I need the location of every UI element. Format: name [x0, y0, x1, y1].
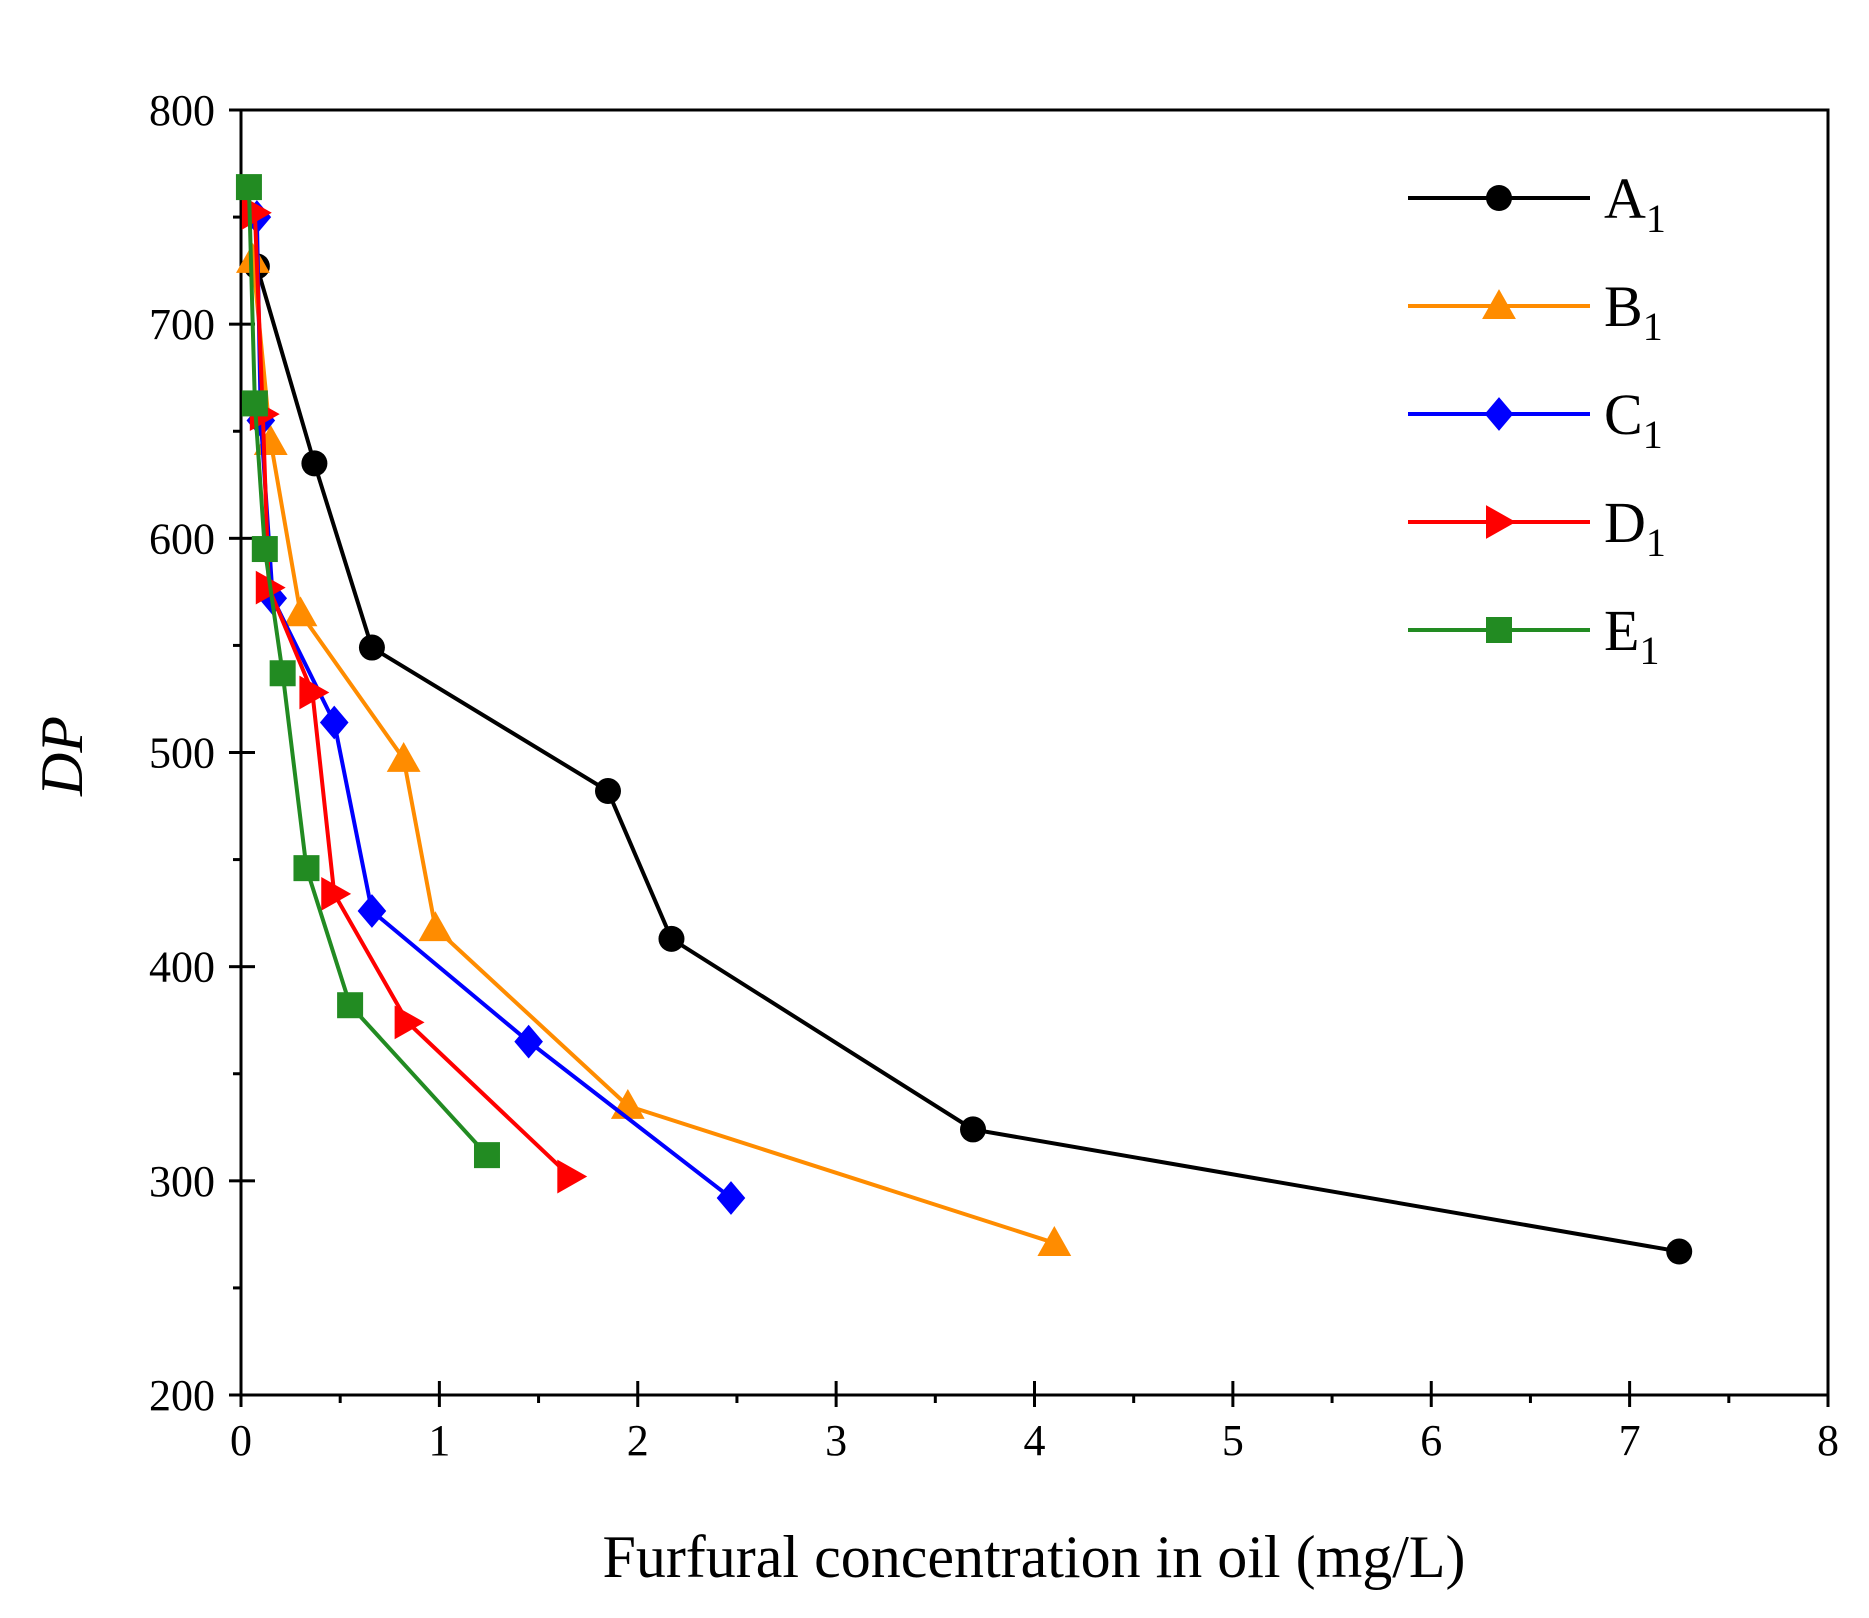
legend-marker — [1486, 617, 1512, 643]
legend-marker — [1486, 505, 1516, 539]
series-line — [250, 259, 1055, 1245]
data-point — [241, 390, 268, 417]
data-point — [337, 992, 364, 1019]
data-point — [1037, 1226, 1072, 1256]
data-point — [319, 705, 349, 740]
data-point — [1666, 1238, 1693, 1265]
y-tick-label: 600 — [149, 514, 215, 563]
legend-marker — [1484, 397, 1514, 431]
data-point — [386, 742, 421, 772]
plot-frame — [239, 108, 1830, 1397]
y-tick-label: 300 — [149, 1157, 215, 1206]
legend-entry-c: C1 — [1408, 382, 1663, 457]
data-point — [594, 778, 621, 805]
data-point — [301, 450, 328, 477]
legend-entry-e: E1 — [1408, 598, 1659, 673]
axes: 0 1 2 3 4 5 6 7 8 200 300 400 500 600 700 800 — [149, 86, 1839, 1465]
data-point — [293, 855, 320, 882]
legend-entry-a: A1 — [1408, 166, 1666, 241]
data-point — [358, 634, 385, 661]
y-tick-label: 700 — [149, 300, 215, 349]
x-tick-label: 1 — [428, 1416, 450, 1465]
series-b — [236, 243, 1072, 1256]
series-line — [254, 217, 733, 1200]
data-point — [321, 876, 352, 911]
series-a — [243, 253, 1693, 1265]
data-point — [251, 536, 278, 563]
y-tick-label: 800 — [149, 86, 215, 135]
data-point — [283, 596, 318, 627]
legend-entry-d: D1 — [1408, 490, 1666, 565]
legend-entry-b: B1 — [1408, 274, 1663, 349]
series-e — [235, 174, 500, 1169]
x-tick-label: 6 — [1420, 1416, 1442, 1465]
data-point — [514, 1024, 543, 1059]
y-tick-label: 400 — [149, 943, 215, 992]
y-axis-title: DP — [29, 716, 95, 797]
x-tick-label: 2 — [627, 1416, 649, 1465]
legend-label: D1 — [1604, 490, 1666, 565]
x-tick-label: 4 — [1024, 1416, 1046, 1465]
x-tick-label: 5 — [1222, 1416, 1244, 1465]
data-point — [236, 243, 270, 273]
x-axis-title: Furfural concentration in oil (mg/L) — [602, 1524, 1465, 1590]
data-point — [235, 174, 262, 201]
x-tick-label: 3 — [825, 1416, 847, 1465]
data-point — [418, 911, 453, 942]
series-c — [242, 200, 746, 1215]
data-point — [960, 1116, 987, 1143]
x-tick-label: 7 — [1619, 1416, 1641, 1465]
legend-marker — [1486, 185, 1512, 211]
data-point — [557, 1159, 588, 1194]
data-point — [269, 660, 296, 687]
data-point — [394, 1005, 425, 1040]
data-point — [357, 894, 387, 928]
legend: A1 B1 C1 D1 E1 — [1408, 166, 1666, 673]
data-point — [299, 675, 330, 710]
legend-label: B1 — [1604, 274, 1663, 349]
legend-marker — [1482, 289, 1516, 319]
legend-label: C1 — [1604, 382, 1663, 457]
series-layer — [235, 174, 1693, 1265]
y-tick-label: 500 — [149, 729, 215, 778]
legend-label: A1 — [1604, 166, 1666, 241]
data-point — [473, 1142, 500, 1169]
legend-label: E1 — [1604, 598, 1659, 673]
data-point — [716, 1181, 746, 1215]
x-tick-label: 8 — [1817, 1416, 1839, 1465]
y-tick-label: 200 — [149, 1371, 215, 1420]
x-tick-label: 0 — [230, 1416, 252, 1465]
data-point — [658, 925, 685, 952]
